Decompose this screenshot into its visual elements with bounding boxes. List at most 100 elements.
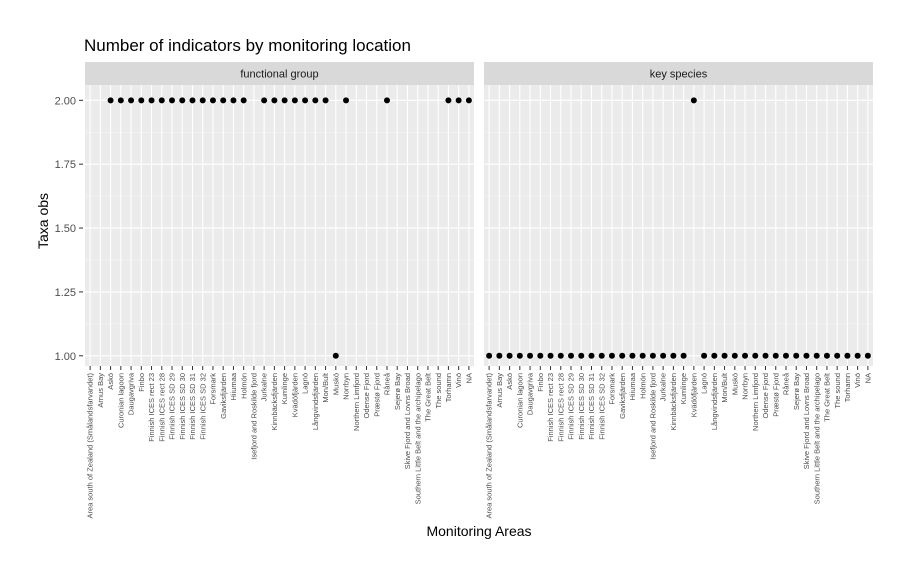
x-tick-label: Northern Limfjord bbox=[352, 373, 361, 431]
x-tick-label: Forsmark bbox=[608, 373, 617, 405]
data-point bbox=[445, 97, 452, 104]
x-tick-label: Isefjord and Roskilde fjord bbox=[649, 373, 658, 460]
data-point bbox=[230, 97, 237, 104]
x-tick-label: Area south of Zealand (Smålandsfarvandet… bbox=[485, 372, 494, 518]
data-point bbox=[506, 352, 513, 359]
x-tick-label: NA bbox=[863, 373, 872, 383]
x-tick-label: Finbo bbox=[137, 373, 146, 392]
data-point bbox=[169, 97, 176, 104]
data-point bbox=[138, 97, 145, 104]
x-tick-label: Muskö bbox=[331, 373, 340, 395]
data-point bbox=[619, 352, 626, 359]
x-tick-label: Långvindsfjärden bbox=[311, 373, 320, 430]
x-tick-label: Præstø Fjord bbox=[771, 373, 780, 417]
facet-panels: functional group Area south of Zealand (S… bbox=[85, 62, 873, 519]
data-point bbox=[516, 352, 523, 359]
data-point bbox=[343, 97, 350, 104]
data-point bbox=[271, 97, 278, 104]
data-point bbox=[158, 97, 165, 104]
x-tick-label: Norrbyn bbox=[741, 373, 750, 400]
facet-strip bbox=[85, 62, 474, 85]
x-tick-label: Northern Limfjord bbox=[751, 373, 760, 431]
data-point bbox=[261, 97, 268, 104]
panel-background bbox=[484, 85, 873, 366]
x-axis-title: Monitoring Areas bbox=[426, 523, 531, 539]
data-point bbox=[148, 97, 155, 104]
x-tick-label: Mon/Bult bbox=[720, 372, 729, 403]
x-tick-label: Torhamn bbox=[843, 373, 852, 402]
x-tick-label: Arnus Bay bbox=[495, 373, 504, 408]
x-tick-label: Askö bbox=[106, 373, 115, 390]
data-point bbox=[465, 97, 472, 104]
data-point bbox=[455, 97, 462, 104]
data-point bbox=[670, 352, 677, 359]
x-tick-label: Southern Little Belt and the archipelago bbox=[812, 373, 821, 504]
y-tick-label: 1.00 bbox=[55, 351, 76, 363]
facet-strip-label: functional group bbox=[240, 69, 318, 81]
x-tick-label: Kinnbäcksfjärden bbox=[270, 373, 279, 431]
data-point bbox=[598, 352, 605, 359]
x-tick-label: Præstø Fjord bbox=[372, 373, 381, 417]
data-point bbox=[557, 352, 564, 359]
y-tick-label: 1.50 bbox=[55, 223, 76, 235]
x-tick-label: Daugavgriva bbox=[127, 372, 136, 415]
data-point bbox=[220, 97, 227, 104]
data-point bbox=[547, 352, 554, 359]
data-point bbox=[608, 352, 615, 359]
y-tick-label: 2.00 bbox=[55, 95, 76, 107]
data-point bbox=[281, 97, 288, 104]
data-point bbox=[813, 352, 820, 359]
x-tick-label: NA bbox=[464, 373, 473, 383]
x-tick-label: Curonian lagoon bbox=[515, 373, 524, 428]
x-tick-label: Vinö bbox=[853, 373, 862, 388]
data-point bbox=[711, 352, 718, 359]
data-point bbox=[834, 352, 841, 359]
data-point bbox=[291, 97, 298, 104]
x-tick-label: Forsmark bbox=[209, 373, 218, 405]
data-point bbox=[578, 352, 585, 359]
x-tick-label: Isefjord and Roskilde fjord bbox=[250, 373, 259, 460]
x-tick-label: Lagnö bbox=[700, 373, 709, 394]
data-point bbox=[701, 352, 708, 359]
facet-strip bbox=[484, 62, 873, 85]
x-tick-label: Finnish ICES SD 30 bbox=[577, 373, 586, 440]
data-point bbox=[823, 352, 830, 359]
data-point bbox=[639, 352, 646, 359]
facet-panel: functional group Area south of Zealand (S… bbox=[85, 62, 474, 519]
x-tick-label: Vinö bbox=[454, 373, 463, 388]
x-tick-label: Kinnbäcksfjärden bbox=[669, 373, 678, 431]
x-tick-label: Jurkalne bbox=[659, 373, 668, 401]
data-point bbox=[752, 352, 759, 359]
x-tick-label: Area south of Zealand (Smålandsfarvandet… bbox=[86, 372, 95, 518]
x-tick-label: Finnish ICES rect 23 bbox=[546, 373, 555, 442]
data-point bbox=[527, 352, 534, 359]
data-point bbox=[762, 352, 769, 359]
x-tick-label: Sejerø Bay bbox=[792, 373, 801, 410]
data-point bbox=[537, 352, 544, 359]
x-tick-label: Daugavgriva bbox=[526, 372, 535, 415]
data-point bbox=[240, 97, 247, 104]
x-tick-label: Finnish ICES SD 30 bbox=[178, 373, 187, 440]
x-tick-label: Finnish ICES SD 32 bbox=[198, 373, 207, 440]
facet-strip-label: key species bbox=[650, 69, 708, 81]
x-tick-label: Kumlinge bbox=[679, 373, 688, 404]
x-tick-label: Råneå bbox=[383, 372, 392, 395]
x-tick-label: Holmön bbox=[239, 373, 248, 399]
data-point bbox=[383, 97, 390, 104]
data-point bbox=[721, 352, 728, 359]
data-point bbox=[486, 352, 493, 359]
y-axis-title: Taxa obs bbox=[35, 193, 51, 249]
data-point bbox=[199, 97, 206, 104]
x-tick-label: Finnish ICES SD 31 bbox=[587, 373, 596, 440]
data-point bbox=[854, 352, 861, 359]
x-tick-label: Kvädöfjärden bbox=[689, 373, 698, 417]
x-tick-label: Finnish ICES SD 29 bbox=[168, 373, 177, 440]
x-tick-label: Hiiumaa bbox=[229, 372, 238, 400]
x-tick-label: Finnish ICES rect 28 bbox=[157, 373, 166, 442]
data-point bbox=[588, 352, 595, 359]
x-tick-label: Långvindsfjärden bbox=[710, 373, 719, 430]
data-point bbox=[117, 97, 124, 104]
x-tick-label: Odense Fjord bbox=[362, 373, 371, 418]
data-point bbox=[649, 352, 656, 359]
